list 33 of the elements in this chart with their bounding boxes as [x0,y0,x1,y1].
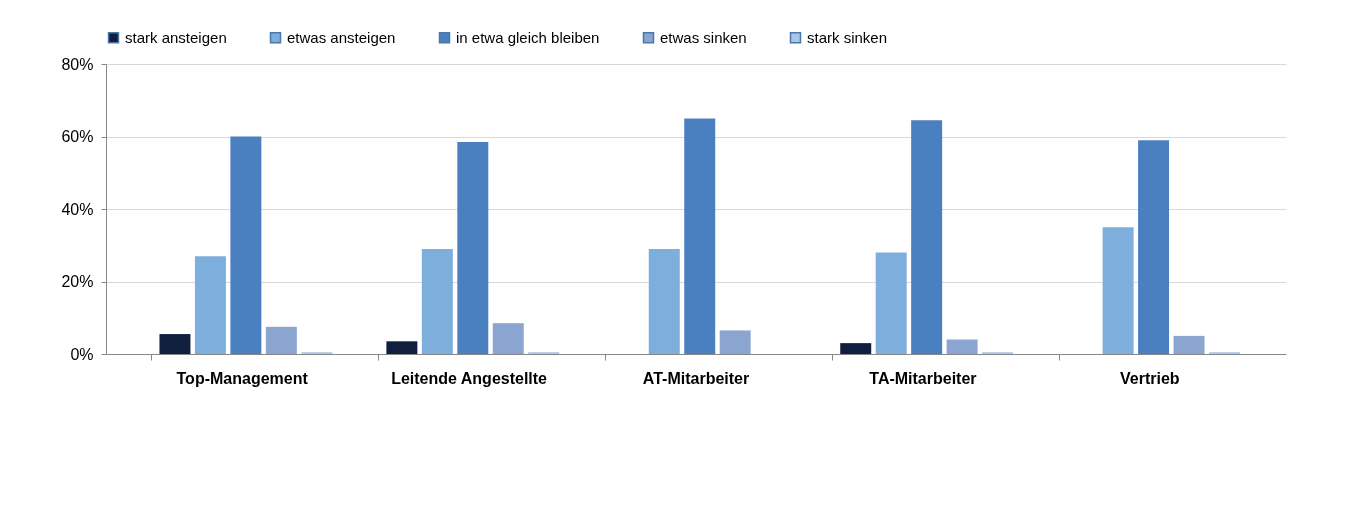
legend-label: etwas ansteigen [287,28,396,46]
bar [648,248,680,354]
bar [194,256,226,354]
bar [1138,140,1170,354]
bar [911,120,943,354]
bar [1173,335,1205,354]
bar [840,343,872,354]
legend-label: etwas sinken [660,28,747,46]
x-tick-label: TA-Mitarbeiter [869,369,977,387]
bar [946,339,978,354]
bar [230,136,262,354]
x-tick-label: AT-Mitarbeiter [642,369,750,387]
x-tick-label: Leitende Angestellte [391,369,548,387]
bar [159,334,191,354]
y-tick-label: 20% [61,273,94,290]
x-tick-label: Top-Management [176,369,309,387]
legend-label: in etwa gleich bleiben [456,28,600,46]
bar [1102,227,1134,354]
bar [421,248,453,354]
legend-label: stark ansteigen [125,28,227,46]
bar [875,252,907,354]
bar [719,330,751,354]
bar [457,141,489,354]
y-tick-label: 80% [61,55,94,73]
bar [492,323,524,354]
bar [265,326,297,354]
bar [684,118,716,354]
x-tick-label: Vertrieb [1120,369,1180,387]
y-tick-label: 40% [61,200,94,218]
y-tick-label: 60% [61,128,94,145]
y-tick-label: 0% [70,345,94,363]
bar [386,341,418,354]
legend-label: stark sinken [807,28,888,46]
